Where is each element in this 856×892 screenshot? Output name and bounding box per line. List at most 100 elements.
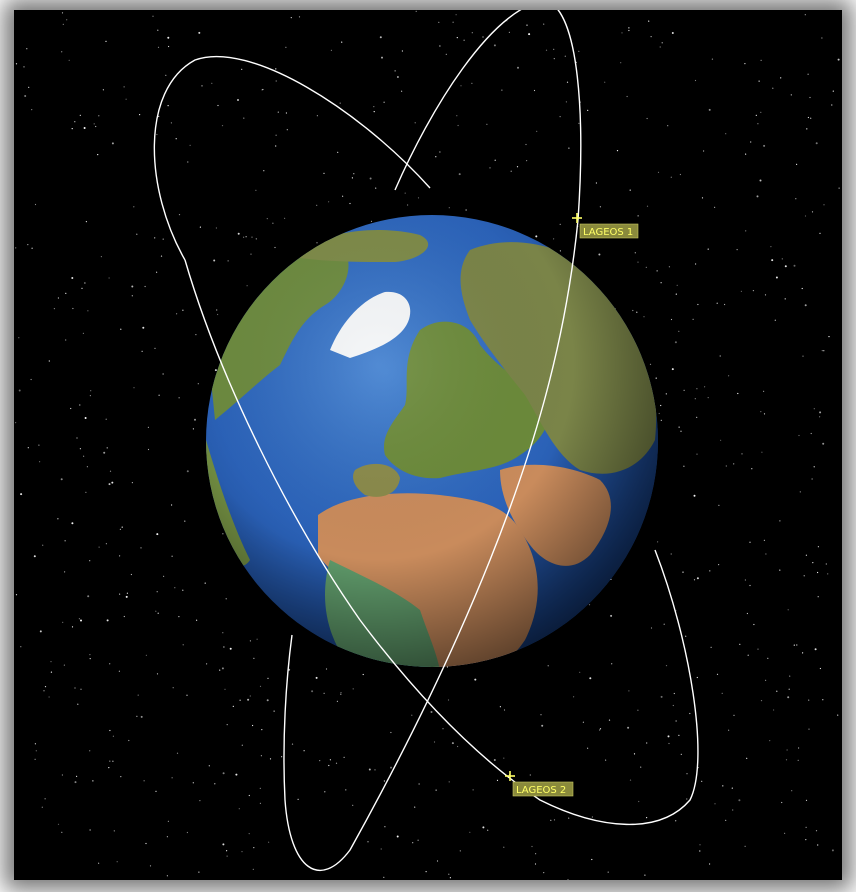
star [656,270,658,272]
star [89,395,91,397]
star [71,277,74,279]
star [528,33,531,36]
star [803,575,805,577]
star [315,676,318,679]
star [162,238,164,240]
star [704,386,706,388]
star [108,483,111,486]
star [753,623,755,626]
star [81,287,83,289]
star [819,232,821,234]
star [526,24,528,26]
satellite-lageos-2[interactable]: LAGEOS 2 [505,771,574,797]
star [802,652,804,654]
star [199,800,201,802]
star [83,127,86,129]
star [249,695,251,697]
globe-viewport[interactable]: LAGEOS 1 LAGEOS 2 [14,10,842,880]
star [166,875,168,877]
star [325,668,328,670]
star [657,171,660,173]
star [178,616,180,618]
star [97,154,99,156]
star [369,177,372,180]
star [534,863,537,865]
star [637,709,639,711]
star [648,20,650,22]
star [751,468,753,470]
star [82,332,84,334]
star [646,117,648,120]
star [267,677,269,680]
star [241,68,243,70]
star [50,671,53,673]
star [147,448,150,451]
star [93,123,95,125]
star [547,665,549,667]
star [638,800,640,803]
star [496,779,499,782]
star [598,253,601,256]
star [674,341,677,344]
star [186,831,188,834]
star [85,491,87,493]
star [108,277,110,279]
star [693,579,696,581]
star [131,285,134,288]
star [105,40,107,43]
star [616,150,619,152]
star [733,463,735,465]
star [176,752,179,754]
star [187,161,189,163]
star [553,58,555,60]
star [121,526,123,528]
star [192,428,194,430]
star [198,871,200,873]
star [604,81,606,83]
star [798,434,800,437]
star [749,541,751,543]
star [189,144,191,146]
star [261,89,263,91]
star [154,237,156,239]
star [508,31,510,33]
star [116,861,118,863]
star [286,129,288,131]
star [133,387,135,389]
star [682,571,684,573]
star [493,759,496,761]
star [708,108,711,111]
star [119,528,121,530]
star [795,198,797,200]
star [671,368,674,371]
star [383,101,385,103]
star [821,350,823,352]
star [79,404,81,406]
star [757,648,759,650]
star [744,579,747,581]
star [747,654,749,656]
star [796,644,798,646]
star [649,363,652,365]
star [607,871,609,873]
satellite-lageos-1[interactable]: LAGEOS 1 [572,213,639,239]
star [808,699,810,701]
star [696,388,698,390]
star [686,773,688,775]
star [62,621,64,624]
star [368,768,371,771]
star [471,32,473,34]
star [595,182,598,184]
star [564,55,566,57]
star [204,582,206,584]
earth-globe[interactable] [206,215,658,690]
star [620,62,622,64]
star [20,646,22,648]
star [503,846,505,848]
star [251,236,253,238]
star [739,643,741,645]
star [39,630,42,633]
star [65,339,67,341]
star [626,95,628,98]
star [89,750,91,752]
